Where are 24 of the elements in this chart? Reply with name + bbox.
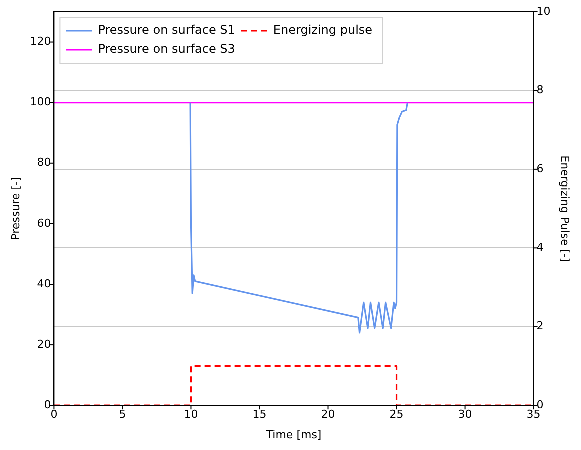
y2-axis-title: Energizing Pulse [-] bbox=[558, 156, 572, 262]
y-tick-label: 40 bbox=[37, 277, 52, 290]
y-tick-label: 80 bbox=[37, 156, 52, 170]
legend-label: Pressure on surface S1 bbox=[98, 23, 236, 38]
y2-tick-label: 8 bbox=[536, 84, 544, 97]
legend-label: Energizing pulse bbox=[273, 23, 373, 38]
legend-label: Pressure on surface S3 bbox=[98, 42, 236, 56]
y2-tick-label: 2 bbox=[536, 320, 544, 333]
x-tick-label: 15 bbox=[252, 408, 267, 422]
x-tick-label: 10 bbox=[184, 408, 198, 422]
y2-tick-label: 6 bbox=[536, 162, 544, 176]
x-tick-label: 30 bbox=[458, 408, 472, 422]
y-tick-label: 20 bbox=[37, 338, 52, 351]
y-tick-label: 0 bbox=[44, 398, 52, 412]
x-tick-label: 25 bbox=[390, 408, 404, 422]
y-tick-label: 120 bbox=[30, 35, 52, 48]
x-axis-title: Time [ms] bbox=[265, 428, 322, 442]
x-tick-label: 20 bbox=[321, 408, 336, 422]
y-tick-label: 100 bbox=[30, 96, 52, 109]
y2-tick-label: 10 bbox=[536, 4, 551, 18]
y-tick-label: 60 bbox=[37, 216, 52, 230]
y-axis-title: Pressure [-] bbox=[9, 177, 22, 240]
x-tick-label: 5 bbox=[119, 408, 126, 422]
y2-tick-label: 4 bbox=[536, 241, 544, 254]
